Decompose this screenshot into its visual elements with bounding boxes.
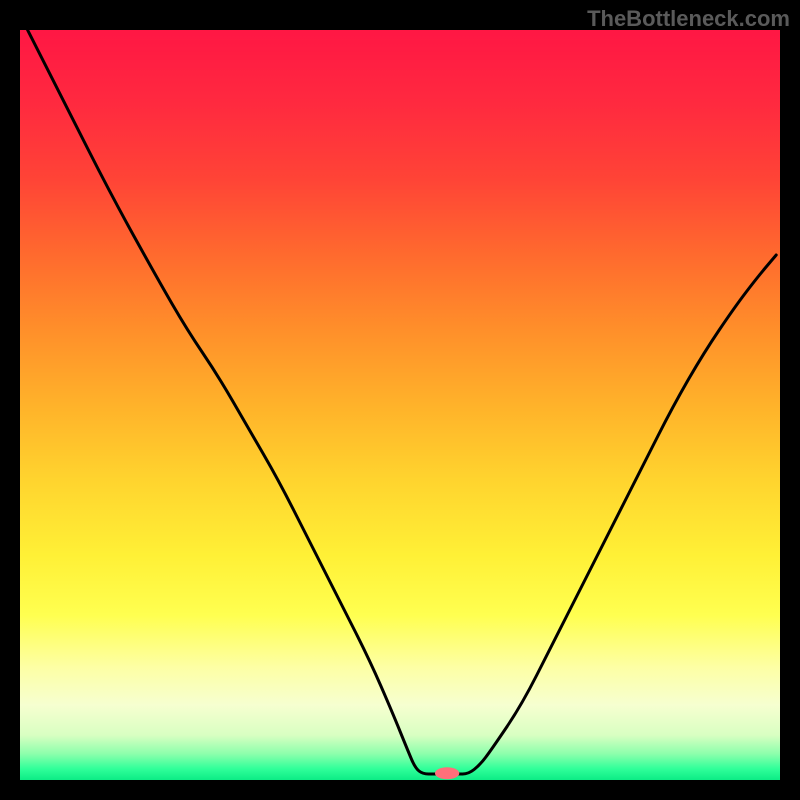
- gradient-background: [20, 30, 780, 780]
- watermark-text: TheBottleneck.com: [587, 6, 790, 32]
- plot-area: [20, 30, 780, 780]
- optimal-marker: [435, 767, 459, 779]
- plot-svg: [20, 30, 780, 780]
- chart-frame: TheBottleneck.com: [0, 0, 800, 800]
